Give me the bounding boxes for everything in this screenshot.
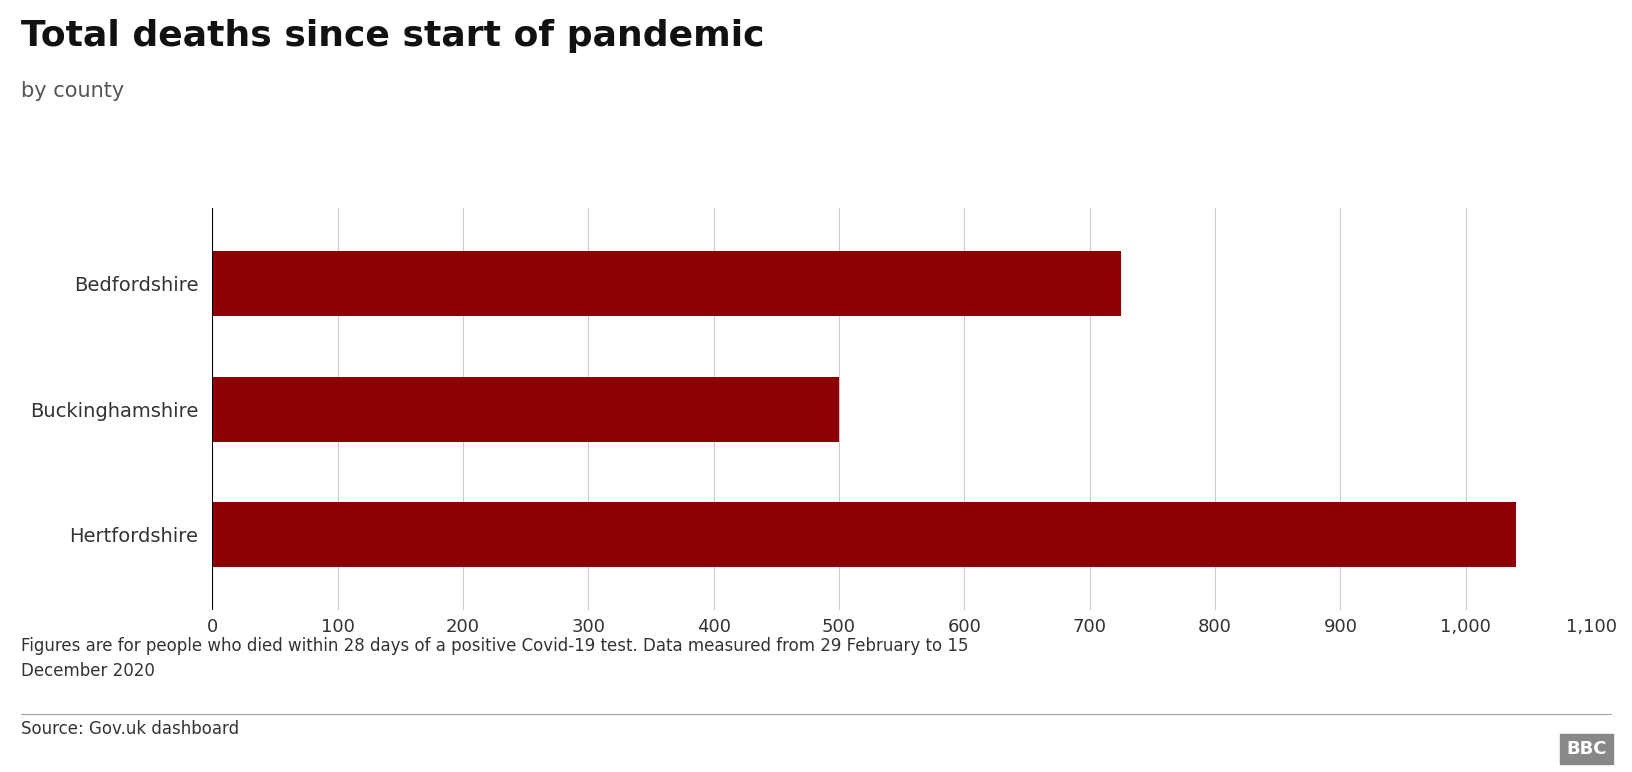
Text: Total deaths since start of pandemic: Total deaths since start of pandemic xyxy=(21,19,765,53)
Text: Source: Gov.uk dashboard: Source: Gov.uk dashboard xyxy=(21,720,240,738)
Bar xyxy=(212,377,839,442)
Text: BBC: BBC xyxy=(1567,740,1606,758)
Bar xyxy=(212,502,1516,567)
Text: by county: by county xyxy=(21,81,124,101)
Text: Figures are for people who died within 28 days of a positive Covid-19 test. Data: Figures are for people who died within 2… xyxy=(21,637,969,680)
Bar xyxy=(212,251,1121,317)
